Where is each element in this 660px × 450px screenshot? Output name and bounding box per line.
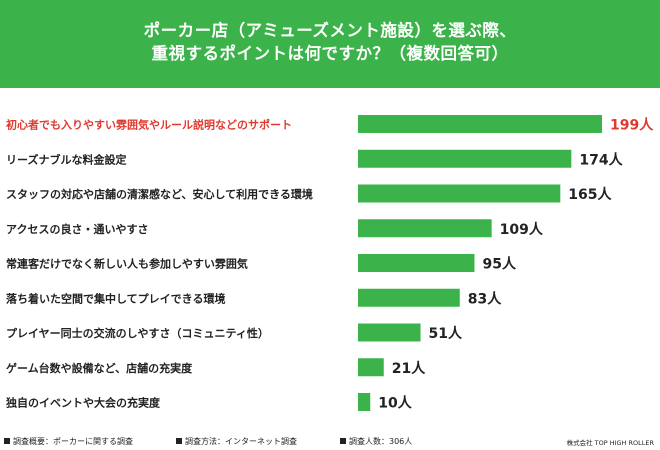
bullet-square-icon: [340, 438, 346, 444]
category-label: ゲーム台数や設備など、店舗の充実度: [6, 361, 193, 375]
chart-title-line-1: ポーカー店（アミューズメント施設）を選ぶ際、: [143, 21, 517, 40]
bar: [358, 288, 460, 307]
category-label: 落ち着いた空間で集中してプレイできる環境: [6, 291, 225, 305]
survey-method-text: 調査方法：インターネット調査: [185, 437, 297, 446]
value-label: 109人: [500, 221, 544, 238]
bar: [358, 184, 561, 203]
value-label: 199人: [610, 117, 654, 134]
category-label: プレイヤー同士の交流のしやすさ（コミュニティ性）: [6, 326, 269, 340]
bar: [358, 219, 492, 238]
survey-overview-text: 調査概要：ポーカーに関する調査: [13, 437, 133, 446]
value-label: 174人: [579, 151, 623, 168]
bar: [358, 323, 421, 342]
value-label: 10人: [378, 395, 412, 412]
chart-title-line-2: 重視するポイントは何ですか？（複数回答可）: [151, 44, 509, 63]
bar: [358, 149, 572, 168]
bar-chart: 初心者でも入りやすい雰囲気やルール説明などのサポート 199人リーズナブルな料金設…: [5, 115, 654, 412]
value-label: 95人: [482, 256, 516, 273]
value-label: 83人: [468, 290, 502, 307]
category-label: 初心者でも入りやすい雰囲気やルール説明などのサポート: [6, 118, 292, 132]
bullet-square-icon: [4, 438, 10, 444]
value-label: 21人: [392, 360, 426, 377]
value-label: 165人: [568, 186, 612, 203]
survey-footer: 調査概要：ポーカーに関する調査 調査方法：インターネット調査 調査人数：306人…: [0, 434, 660, 450]
survey-count-text: 調査人数：306人: [349, 437, 413, 446]
bar: [358, 254, 475, 272]
category-label: アクセスの良さ・通いやすさ: [6, 222, 148, 236]
bullet-square-icon: [176, 438, 182, 444]
company-credit: 株式会社 TOP HIGH ROLLER: [566, 439, 654, 447]
survey-count-note: 調査人数：306人: [340, 436, 412, 447]
survey-method-note: 調査方法：インターネット調査: [176, 436, 297, 447]
category-label: 常連客だけでなく新しい人も参加しやすい雰囲気: [6, 257, 248, 271]
bar: [358, 393, 371, 411]
category-label: スタッフの対応や店舗の清潔感など、安心して利用できる環境: [6, 187, 313, 201]
title-banner: ポーカー店（アミューズメント施設）を選ぶ際、 重視するポイントは何ですか？（複数…: [0, 0, 660, 88]
survey-overview-note: 調査概要：ポーカーに関する調査: [4, 436, 133, 447]
category-label: リーズナブルな料金設定: [6, 152, 126, 166]
category-label: 独自のイベントや大会の充実度: [5, 396, 161, 410]
bar: [358, 358, 384, 377]
value-label: 51人: [429, 325, 463, 342]
bar: [358, 115, 602, 133]
